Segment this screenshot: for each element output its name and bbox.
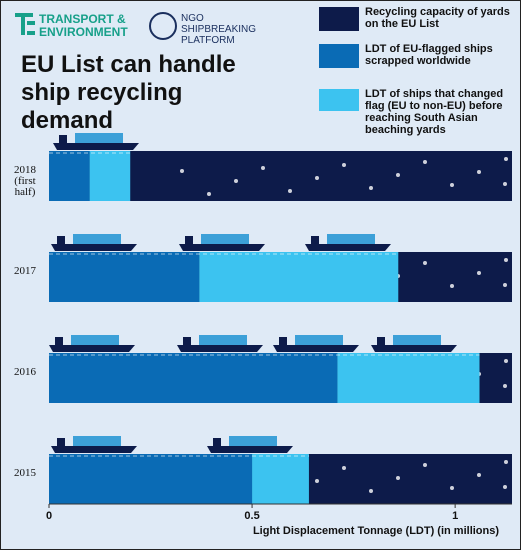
ship-hull — [53, 143, 139, 150]
debris — [504, 258, 508, 262]
ship-bridge — [279, 337, 287, 345]
legend-swatch — [319, 7, 359, 31]
ship-bridge — [57, 236, 65, 244]
debris — [369, 489, 373, 493]
ship-bridge — [59, 135, 67, 143]
debris — [180, 169, 184, 173]
x-tick-label: 0 — [45, 510, 53, 522]
ship-containers — [75, 133, 123, 143]
logo-mark — [15, 13, 35, 35]
debris — [450, 183, 454, 187]
y-tick-label: 2016 — [14, 366, 36, 378]
legend-label: LDT of EU-flagged ships scrapped worldwi… — [365, 43, 493, 67]
bar — [49, 151, 90, 201]
debris — [423, 463, 427, 467]
ship-containers — [229, 436, 277, 446]
debris — [503, 182, 507, 186]
ship-containers — [71, 335, 119, 345]
bar — [89, 151, 131, 201]
ship-hull — [51, 446, 137, 453]
ship-containers — [73, 234, 121, 244]
debris — [450, 284, 454, 288]
ship-hull — [207, 446, 293, 453]
debris — [369, 186, 373, 190]
logo-text: NGO SHIPBREAKING PLATFORM — [181, 13, 257, 46]
bar — [337, 353, 480, 403]
ship-bridge — [213, 438, 221, 446]
ship-hull — [177, 345, 263, 352]
debris — [504, 157, 508, 161]
debris — [261, 166, 265, 170]
debris — [288, 189, 292, 193]
bar — [49, 454, 253, 504]
debris — [396, 173, 400, 177]
logo-text: TRANSPORT & ENVIRONMENT — [39, 12, 128, 39]
ship-containers — [199, 335, 247, 345]
chart-title: EU List can handle ship recycling demand — [21, 51, 236, 134]
debris — [504, 460, 508, 464]
ship-containers — [73, 436, 121, 446]
y-tick-label: 2018 (first half) — [14, 164, 36, 198]
debris — [423, 160, 427, 164]
ship-hull — [179, 244, 265, 251]
debris — [234, 179, 238, 183]
debris — [504, 359, 508, 363]
ship-icons — [49, 133, 457, 453]
debris — [207, 192, 211, 196]
debris — [315, 176, 319, 180]
ship-bridge — [55, 337, 63, 345]
debris — [315, 479, 319, 483]
legend-swatch — [319, 89, 359, 111]
y-tick-label: 2015 — [14, 467, 36, 479]
ship-containers — [327, 234, 375, 244]
debris — [342, 466, 346, 470]
ship-bridge — [57, 438, 65, 446]
bar — [199, 252, 399, 302]
debris — [477, 271, 481, 275]
debris — [423, 261, 427, 265]
ship-bridge — [185, 236, 193, 244]
ship-bridge — [377, 337, 385, 345]
legend-swatch — [319, 44, 359, 68]
debris — [503, 485, 507, 489]
debris — [503, 384, 507, 388]
y-tick-label: 2017 — [14, 265, 36, 277]
ship-hull — [371, 345, 457, 352]
ship-bridge — [183, 337, 191, 345]
bar — [49, 252, 200, 302]
logo-mark — [149, 12, 177, 40]
bar — [252, 454, 309, 504]
debris — [450, 486, 454, 490]
legend-label: LDT of ships that changed flag (EU to no… — [365, 88, 504, 136]
ship-containers — [201, 234, 249, 244]
ship-containers — [393, 335, 441, 345]
ship-hull — [273, 345, 359, 352]
debris — [342, 163, 346, 167]
ship-hull — [49, 345, 135, 352]
x-tick-label: 0.5 — [244, 510, 260, 522]
debris — [477, 473, 481, 477]
legend-label: Recycling capacity of yards on the EU Li… — [365, 6, 510, 30]
debris — [477, 170, 481, 174]
x-tick-label: 1 — [452, 510, 459, 522]
debris — [503, 283, 507, 287]
bar — [49, 353, 338, 403]
x-axis-label: Light Displacement Tonnage (LDT) (in mil… — [252, 525, 500, 537]
ship-containers — [295, 335, 343, 345]
ship-hull — [305, 244, 391, 251]
ship-bridge — [311, 236, 319, 244]
ship-hull — [51, 244, 137, 251]
debris — [396, 476, 400, 480]
